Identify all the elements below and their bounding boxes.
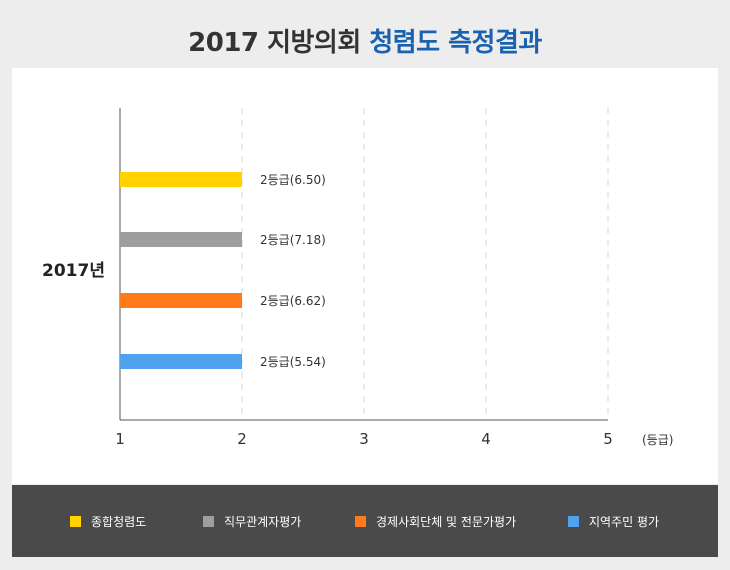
x-tick-label-5: 5 bbox=[603, 430, 613, 448]
x-tick-label-1: 1 bbox=[115, 430, 125, 448]
legend-swatch-overall bbox=[70, 516, 81, 527]
chart-title-main: 2017 지방의회 bbox=[188, 28, 361, 58]
chart-title-highlight: 청렴도 측정결과 bbox=[369, 28, 542, 58]
legend-label-experts: 경제사회단체 및 전문가평가 bbox=[376, 515, 517, 529]
chart-title: 2017 지방의회 청렴도 측정결과 bbox=[0, 22, 730, 59]
x-unit-label: (등급) bbox=[642, 433, 673, 447]
bar-label-2: 2등급(7.18) bbox=[260, 233, 326, 247]
x-tick-label-3: 3 bbox=[359, 430, 369, 448]
bar-2 bbox=[120, 232, 242, 247]
legend-item-experts: 경제사회단체 및 전문가평가 bbox=[355, 513, 516, 530]
bar-chart: 1 2 3 4 5 (등급) 2017년 2등급(6.50) 2등급(7.18) 2등급(6.62… bbox=[42, 108, 673, 448]
legend-swatch-stakeholder bbox=[203, 516, 214, 527]
x-tick-label-4: 4 bbox=[481, 430, 491, 448]
bar-label-1: 2등급(6.50) bbox=[260, 173, 326, 187]
bar-label-3: 2등급(6.62) bbox=[260, 294, 326, 308]
legend-swatch-residents bbox=[568, 516, 579, 527]
legend-item-overall: 종합청렴도 bbox=[70, 513, 146, 530]
legend-label-stakeholder: 직무관계자평가 bbox=[224, 515, 302, 529]
legend-item-stakeholder: 직무관계자평가 bbox=[203, 513, 301, 530]
legend: 종합청렴도 직무관계자평가 경제사회단체 및 전문가평가 지역주민 평가 bbox=[12, 485, 718, 557]
legend-label-overall: 종합청렴도 bbox=[91, 515, 147, 529]
bar-3 bbox=[120, 293, 242, 308]
x-tick-label-2: 2 bbox=[237, 430, 247, 448]
bar-1 bbox=[120, 172, 242, 187]
legend-swatch-experts bbox=[355, 516, 366, 527]
bar-4 bbox=[120, 354, 242, 369]
chart-panel: 1 2 3 4 5 (등급) 2017년 2등급(6.50) 2등급(7.18) 2등급(6.62… bbox=[12, 68, 718, 484]
category-label: 2017년 bbox=[42, 261, 105, 281]
bar-label-4: 2등급(5.54) bbox=[260, 355, 326, 369]
legend-label-residents: 지역주민 평가 bbox=[589, 515, 660, 529]
legend-item-residents: 지역주민 평가 bbox=[568, 513, 659, 530]
